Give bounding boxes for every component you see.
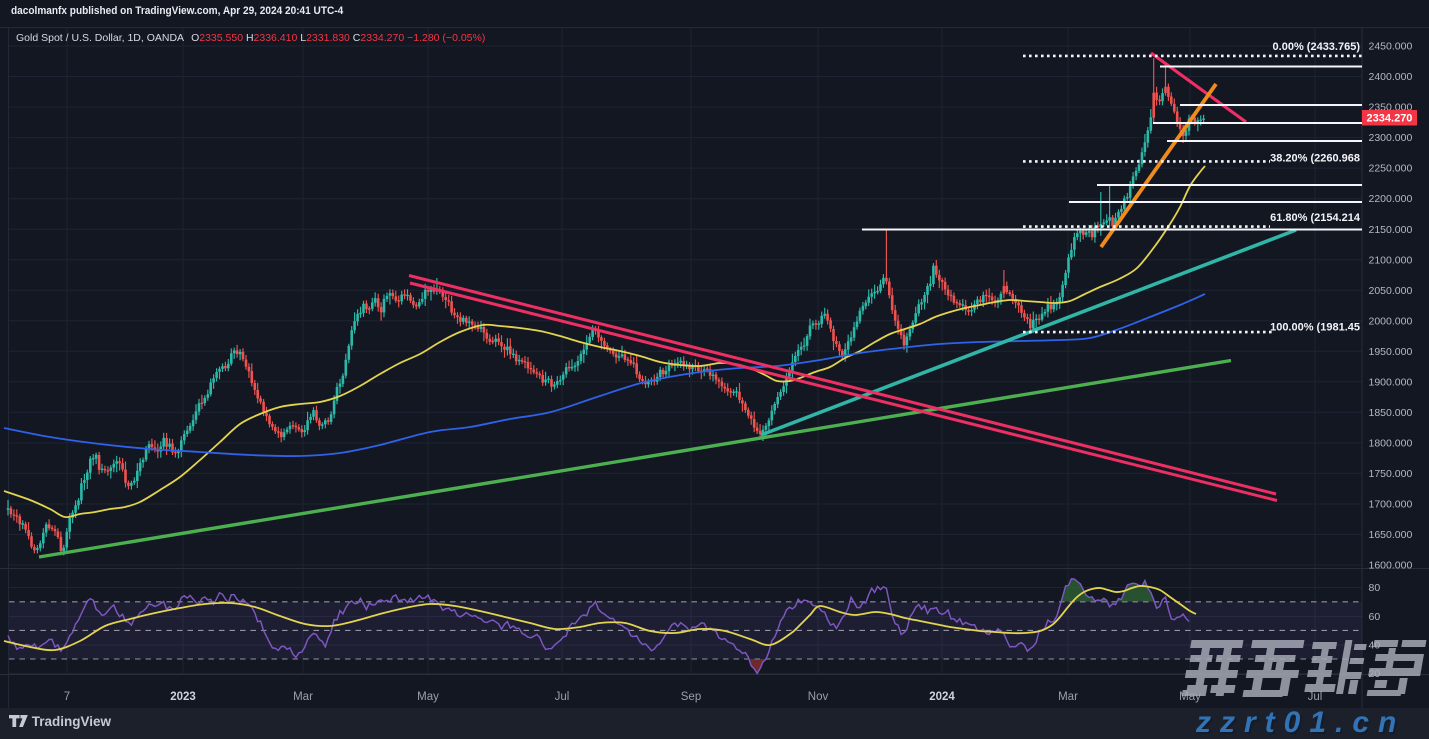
svg-text:Jul: Jul <box>1308 691 1323 703</box>
svg-text:2200.000: 2200.000 <box>1369 193 1413 205</box>
svg-text:2450.000: 2450.000 <box>1369 41 1413 53</box>
svg-text:2250.000: 2250.000 <box>1369 163 1413 175</box>
svg-text:2024: 2024 <box>929 691 955 703</box>
svg-text:2150.000: 2150.000 <box>1369 224 1413 236</box>
svg-text:1700.000: 1700.000 <box>1369 499 1413 511</box>
svg-text:80: 80 <box>1369 582 1381 594</box>
svg-text:2334.270: 2334.270 <box>1367 113 1413 125</box>
svg-text:Mar: Mar <box>293 691 313 703</box>
svg-text:2023: 2023 <box>170 691 196 703</box>
svg-text:2400.000: 2400.000 <box>1369 71 1413 83</box>
svg-text:2100.000: 2100.000 <box>1369 254 1413 266</box>
svg-text:61.80% (2154.214: 61.80% (2154.214 <box>1270 212 1361 224</box>
svg-text:100.00% (1981.45: 100.00% (1981.45 <box>1270 321 1360 333</box>
svg-text:1600.000: 1600.000 <box>1369 560 1413 572</box>
svg-text:Jul: Jul <box>555 691 570 703</box>
svg-text:May: May <box>417 691 439 703</box>
svg-text:Mar: Mar <box>1058 691 1078 703</box>
svg-text:1850.000: 1850.000 <box>1369 407 1413 419</box>
svg-text:1950.000: 1950.000 <box>1369 346 1413 358</box>
svg-text:38.20% (2260.968: 38.20% (2260.968 <box>1270 152 1360 164</box>
svg-text:0.00% (2433.765): 0.00% (2433.765) <box>1273 41 1361 53</box>
svg-text:60: 60 <box>1369 611 1381 623</box>
svg-text:1900.000: 1900.000 <box>1369 376 1413 388</box>
svg-text:7: 7 <box>64 691 70 703</box>
svg-text:1750.000: 1750.000 <box>1369 468 1413 480</box>
svg-text:Nov: Nov <box>808 691 829 703</box>
svg-text:1650.000: 1650.000 <box>1369 529 1413 541</box>
svg-text:1800.000: 1800.000 <box>1369 438 1413 450</box>
svg-text:2050.000: 2050.000 <box>1369 285 1413 297</box>
svg-text:2000.000: 2000.000 <box>1369 315 1413 327</box>
svg-text:Sep: Sep <box>681 691 701 703</box>
svg-text:2300.000: 2300.000 <box>1369 132 1413 144</box>
